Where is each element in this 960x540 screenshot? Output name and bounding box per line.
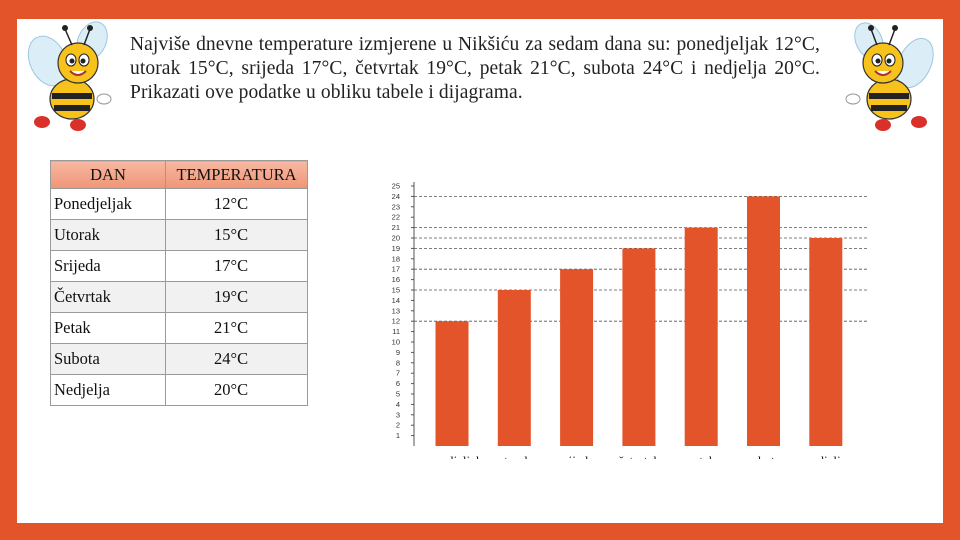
y-tick-label: 4 <box>396 400 400 409</box>
bar-četvrtak <box>622 248 656 446</box>
problem-text: Najviše dnevne temperature izmjerene u N… <box>130 34 820 103</box>
temp-cell: 12°C <box>165 188 308 220</box>
day-cell: Utorak <box>50 219 166 251</box>
temp-cell: 21°C <box>165 312 308 344</box>
day-cell: Ponedjeljak <box>50 188 166 220</box>
y-tick-label: 11 <box>392 327 400 336</box>
y-tick-label: 5 <box>396 390 400 399</box>
header-temperature: TEMPERATURA <box>165 160 308 189</box>
y-tick-label: 2 <box>396 421 400 430</box>
x-tick-label: petak <box>687 453 716 459</box>
temp-cell: 24°C <box>165 343 308 375</box>
table-row: Utorak 15°C <box>50 219 308 251</box>
temp-cell: 20°C <box>165 374 308 406</box>
bar-utorak <box>497 290 531 446</box>
day-cell: Četvrtak <box>50 281 166 313</box>
bee-left-icon <box>27 21 112 131</box>
x-tick-label: nedjelja <box>805 453 846 459</box>
day-cell: Subota <box>50 343 166 375</box>
table-row: Četvrtak 19°C <box>50 281 308 313</box>
y-tick-label: 24 <box>392 192 400 201</box>
x-tick-label: srijeda <box>559 453 594 459</box>
bar-nedjelja <box>809 238 843 446</box>
table-row: Srijeda 17°C <box>50 250 308 282</box>
category-labels: ponedjeljak utorak srijeda četvrtak petak sub… <box>422 453 847 459</box>
y-tick-label: 22 <box>392 213 400 222</box>
slide: Najviše dnevne temperature izmjerene u N… <box>17 19 943 523</box>
bar-subota <box>747 196 780 446</box>
table-row: Petak 21°C <box>50 312 308 344</box>
x-tick-label: ponedjeljak <box>422 453 483 459</box>
y-tick-label: 12 <box>392 317 400 326</box>
day-cell: Nedjelja <box>50 374 166 406</box>
x-tick-label: subota <box>747 453 781 459</box>
temperature-bar-chart: 1234567891011121314151617181920212223242… <box>392 182 869 459</box>
table-row: Subota 24°C <box>50 343 308 375</box>
y-tick-label: 3 <box>396 410 400 419</box>
temperature-table: DAN TEMPERATURA Ponedjeljak 12°C Utorak … <box>50 160 308 406</box>
y-tick-label: 18 <box>392 254 400 263</box>
y-tick-label: 7 <box>396 369 400 378</box>
bar-petak <box>684 227 718 446</box>
y-tick-label: 23 <box>392 202 400 211</box>
temp-cell: 19°C <box>165 281 308 313</box>
y-tick-label: 21 <box>392 223 400 232</box>
day-cell: Petak <box>50 312 166 344</box>
y-tick-label: 16 <box>392 275 400 284</box>
bar-ponedjeljak <box>435 321 469 446</box>
y-tick-label: 6 <box>396 379 400 388</box>
y-tick-label: 10 <box>392 338 400 347</box>
y-tick-label: 19 <box>392 244 400 253</box>
header-day: DAN <box>50 160 166 189</box>
temp-cell: 15°C <box>165 219 308 251</box>
y-axis: 1234567891011121314151617181920212223242… <box>392 182 415 446</box>
y-tick-label: 14 <box>392 296 400 305</box>
x-tick-label: utorak <box>498 453 532 459</box>
y-tick-label: 25 <box>392 182 400 191</box>
y-tick-label: 1 <box>396 431 400 440</box>
y-tick-label: 15 <box>392 286 400 295</box>
y-tick-label: 17 <box>392 265 400 274</box>
table-row: Nedjelja 20°C <box>50 374 308 406</box>
y-tick-label: 13 <box>392 306 400 315</box>
table-header-row: DAN TEMPERATURA <box>50 160 308 189</box>
y-tick-label: 9 <box>396 348 400 357</box>
x-tick-label: četvrtak <box>618 453 660 459</box>
table-row: Ponedjeljak 12°C <box>50 188 308 220</box>
bar-srijeda <box>560 269 594 446</box>
day-cell: Srijeda <box>50 250 166 282</box>
y-tick-label: 20 <box>392 234 400 243</box>
temp-cell: 17°C <box>165 250 308 282</box>
bee-right-icon <box>845 22 934 131</box>
y-tick-label: 8 <box>396 358 400 367</box>
bars <box>435 196 843 446</box>
